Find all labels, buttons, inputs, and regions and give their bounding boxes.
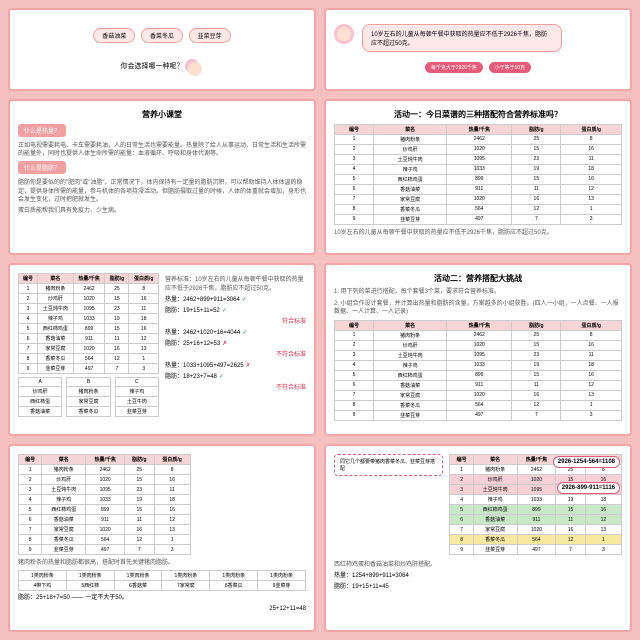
slide-3: 营养小课堂 什么是热量？ 正如电视需要耗电、卡车需要耗油，人的日常生活也需要能量… [8, 99, 316, 256]
combo-table: 1类肉粉条1类肉粉条1类肉粉条1类肉粉条1类肉粉条1类肉粉条 4带下鸡5西红柿6… [18, 570, 306, 591]
note-box: 同它几个都要带猪肉香菜冬瓜、韭菜豆芽搭配 [334, 454, 443, 476]
note: 猪肉粉条的热量和脂肪都很高，搭配时首先关键猪肉脂肪。 [18, 559, 306, 567]
result-2: 2926-899-911=1116 [557, 482, 620, 494]
text-2: 2. 小组合作设计套餐，并计算出热量和脂肪的含量。方案越多的小组获胜。(四人一小… [334, 300, 622, 317]
title: 活动一：今日菜谱的三种搭配符合营养标准吗？ [334, 109, 622, 120]
pill-1: 香菇油菜 [93, 28, 135, 43]
summary: 西红柿鸡蛋和香菇油菜和炒鸡肝搭配。 [334, 561, 622, 569]
label-1: 什么是热量？ [18, 124, 66, 137]
text-1: 1. 用下列的菜进行搭配，每个套餐3个菜，要求符合营养标准。 [334, 288, 622, 296]
question-text: 你会选择哪一种呢？ [121, 63, 184, 70]
menu-table: 编号菜名热量/千焦脂肪/g蛋白质/g1猪肉粉条24622582炒鸡肝102015… [334, 124, 622, 225]
pill-2: 香菜冬瓜 [141, 28, 183, 43]
slide-7: 编号菜名热量/千焦脂肪/g蛋白质/g1猪肉粉条24622582炒鸡肝102015… [8, 444, 316, 632]
para-1: 正如电视需要耗电、卡车需要耗油，人的日常生活也需要能量。热量除了给人从事运动、日… [18, 142, 306, 159]
slide-2: 10岁左右的儿童从每顿午餐中获取的热量应不低于2926千焦，脂肪应不超过50克。… [324, 8, 632, 91]
slide-4: 活动一：今日菜谱的三种搭配符合营养标准吗？ 编号菜名热量/千焦脂肪/g蛋白质/g… [324, 99, 632, 256]
small-tables: A炒鸡肝西红柿蛋香菇油菜 B猪肉粉条家常豆腐香菜冬瓜 C辣子鸡土豆牛肉韭菜豆芽 [18, 377, 159, 417]
result-1: 2926-1254-564=1108 [553, 456, 620, 468]
face-icon [185, 59, 199, 73]
calc-h: 热量：1254+899+911=3064 [334, 572, 622, 581]
calc-f: 脂肪：19+15+11=45 [334, 583, 622, 592]
slide-5: 编号菜名热量/千焦脂肪/g蛋白质/g1猪肉粉条24622582炒鸡肝102015… [8, 263, 316, 436]
summary: 10岁左右的儿童从每顿午餐中获取的热量应不低于2926千焦，脂肪应不超过50克。 [334, 229, 622, 237]
menu-table: 编号菜名热量/千焦脂肪/g蛋白质/g1猪肉粉条24622582炒鸡肝102015… [18, 273, 159, 374]
speech-bubble: 10岁左右的儿童从每顿午餐中获取的热量应不低于2926千焦，脂肪应不超过50克。 [362, 24, 562, 52]
slide-1: 香菇油菜 香菜冬瓜 韭菜豆芽 你会选择哪一种呢？ [8, 8, 316, 91]
menu-table: 编号菜名热量/千焦脂肪/g蛋白质/g1猪肉粉条24622582炒鸡肝102015… [334, 320, 622, 421]
badge-1: 每千克大于2926千焦 [425, 62, 483, 73]
para-2: 脂肪你是要似的的"肥肉"或"油脂"。正常情况下，体内保持有一定量的脂肪沉积，可以… [18, 179, 306, 204]
badge-2: 小于等于50克 [489, 62, 532, 73]
calculations: 营养标准：10岁左右的儿童从每顿午餐中获取的热量应不低于2926千焦，脂肪应不超… [165, 273, 306, 417]
label-2: 什么是脂肪？ [18, 161, 66, 174]
title: 活动二：营养搭配大挑战 [334, 273, 622, 284]
slide-8: 同它几个都要带猪肉香菜冬瓜、韭菜豆芽搭配 编号菜名热量/千焦脂肪/g蛋白质/g1… [324, 444, 632, 632]
slide-6: 活动二：营养搭配大挑战 1. 用下列的菜进行搭配，每个套餐3个菜，要求符合营养标… [324, 263, 632, 436]
calc-1: 脂肪：25+18+7=50 —— 一定不大于50。 [18, 594, 306, 603]
menu-table-hl: 编号菜名热量/千焦脂肪/g蛋白质/g1猪肉粉条24622582炒鸡肝102015… [449, 454, 622, 555]
avatar-icon [334, 24, 354, 44]
title: 营养小课堂 [18, 109, 306, 120]
menu-table: 编号菜名热量/千焦脂肪/g蛋白质/g1猪肉粉条24622582炒鸡肝102015… [18, 454, 191, 555]
para-3: 蛋白质能帮我们具有免疫力、少生病。 [18, 207, 306, 215]
calc-2: 25+12+11=48 [18, 605, 306, 614]
pill-3: 韭菜豆芽 [189, 28, 231, 43]
